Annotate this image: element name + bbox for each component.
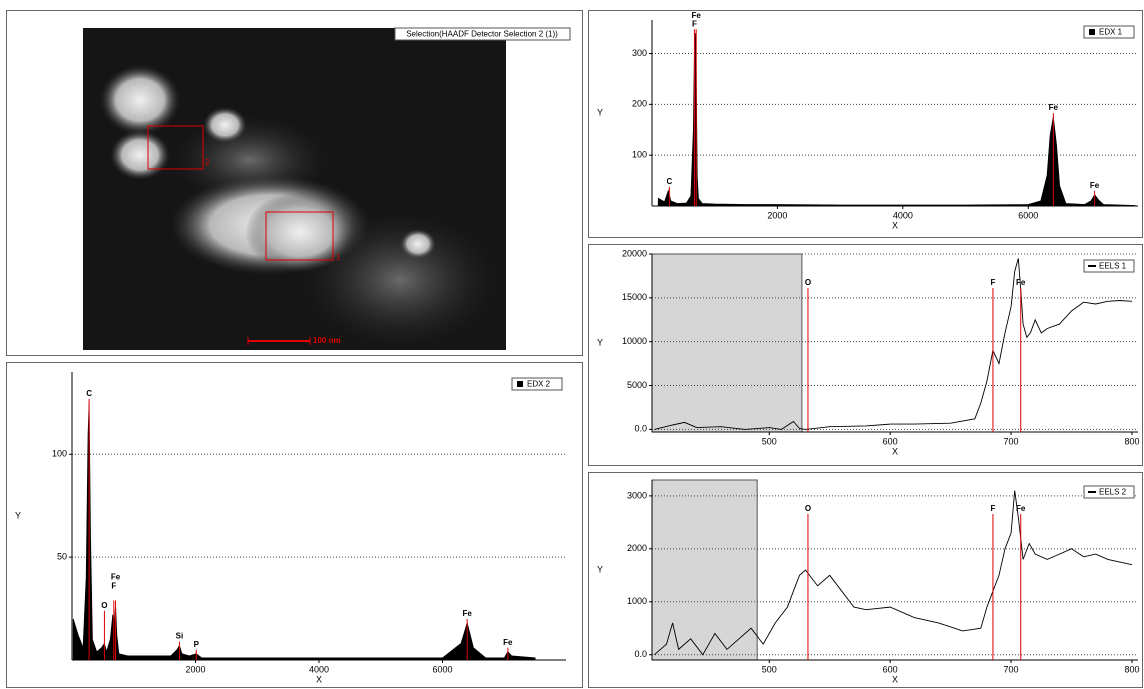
peak-label: O <box>101 601 107 610</box>
y-tick-label: 3000 <box>627 490 647 500</box>
y-axis-label: Y <box>597 564 603 574</box>
y-tick-label: 5000 <box>627 380 647 390</box>
y-tick-label: 0.0 <box>634 649 647 659</box>
x-tick-label: 600 <box>883 664 898 674</box>
shaded-region <box>652 480 757 660</box>
y-tick-label: 20000 <box>622 248 647 258</box>
y-tick-label: 200 <box>632 99 647 109</box>
y-tick-label: 15000 <box>622 292 647 302</box>
page: {"image_panel": {"title": "Selection(HAA… <box>0 0 1144 689</box>
peak-label: F <box>692 19 697 28</box>
peak-label: O <box>805 504 811 513</box>
y-tick-label: 300 <box>632 48 647 58</box>
x-tick-label: 800 <box>1124 664 1139 674</box>
y-tick-label: 50 <box>57 552 67 562</box>
peak-label: Fe <box>463 609 473 618</box>
y-axis-label: Y <box>15 510 21 520</box>
peak-label: F <box>990 504 995 513</box>
y-tick-label: 10000 <box>622 336 647 346</box>
particle <box>110 130 170 180</box>
x-axis-label: X <box>892 674 898 684</box>
peak-label: Fe <box>1016 278 1026 287</box>
x-axis-label: X <box>892 220 898 230</box>
legend-symbol <box>1089 29 1095 35</box>
peak-label: Fe <box>1016 504 1026 513</box>
image-panel: 2 1 100 nm Selection(HAADF Detector Sele… <box>7 11 583 356</box>
particle <box>203 107 247 143</box>
y-tick-label: 100 <box>632 150 647 160</box>
x-tick-label: 6000 <box>1018 210 1038 220</box>
x-tick-label: 800 <box>1124 436 1139 446</box>
legend-label: EDX 1 <box>1099 28 1123 37</box>
peak-label: C <box>86 389 92 398</box>
peak-label: F <box>990 278 995 287</box>
x-tick-label: 600 <box>883 436 898 446</box>
peak-label: Fe <box>692 11 702 20</box>
peak-label: C <box>666 177 672 186</box>
x-tick-label: 500 <box>762 664 777 674</box>
peak-label: P <box>194 640 200 649</box>
legend-label: EELS 1 <box>1099 262 1127 271</box>
y-tick-label: 100 <box>52 449 67 459</box>
particle <box>400 229 436 259</box>
roi-label: 1 <box>336 253 341 262</box>
peak-label: Fe <box>111 573 121 582</box>
peak-label: F <box>111 582 116 591</box>
y-tick-label: 0.0 <box>634 424 647 434</box>
y-axis-label: Y <box>597 337 603 347</box>
x-tick-label: 4000 <box>893 210 913 220</box>
legend-label: EDX 2 <box>527 380 551 389</box>
screen: 2 1 100 nm Selection(HAADF Detector Sele… <box>0 0 1144 689</box>
chart-panel: 0.0 1000 2000 3000 500 600 700 800 X Y EELS 2 O F Fe <box>589 473 1143 688</box>
y-axis-label: Y <box>597 107 603 117</box>
x-tick-label: 4000 <box>309 664 329 674</box>
x-tick-label: 6000 <box>432 664 452 674</box>
legend-symbol <box>517 381 523 387</box>
peak-label: Fe <box>1049 103 1059 112</box>
scale-label: 100 nm <box>313 336 341 345</box>
peak-label: O <box>805 278 811 287</box>
legend-label: EELS 2 <box>1099 488 1127 497</box>
x-axis-label: X <box>892 446 898 456</box>
peak-label: Fe <box>1090 181 1100 190</box>
panel-frame <box>7 363 583 688</box>
roi-label: 2 <box>205 158 210 167</box>
chart-panel: 0.0 5000 10000 15000 20000 500 600 700 800 X Y EELS… <box>589 245 1143 466</box>
image-title: Selection(HAADF Detector Selection 2 (1)… <box>406 30 558 39</box>
x-axis-label: X <box>316 674 322 684</box>
x-tick-label: 2000 <box>767 210 787 220</box>
x-tick-label: 700 <box>1004 436 1019 446</box>
x-tick-label: 2000 <box>185 664 205 674</box>
x-tick-label: 700 <box>1004 664 1019 674</box>
x-tick-label: 500 <box>762 436 777 446</box>
particle <box>100 65 180 135</box>
peak-label: Si <box>176 632 184 641</box>
peak-label: Fe <box>503 638 513 647</box>
y-tick-label: 2000 <box>627 543 647 553</box>
y-tick-label: 1000 <box>627 596 647 606</box>
shaded-region <box>652 254 802 432</box>
